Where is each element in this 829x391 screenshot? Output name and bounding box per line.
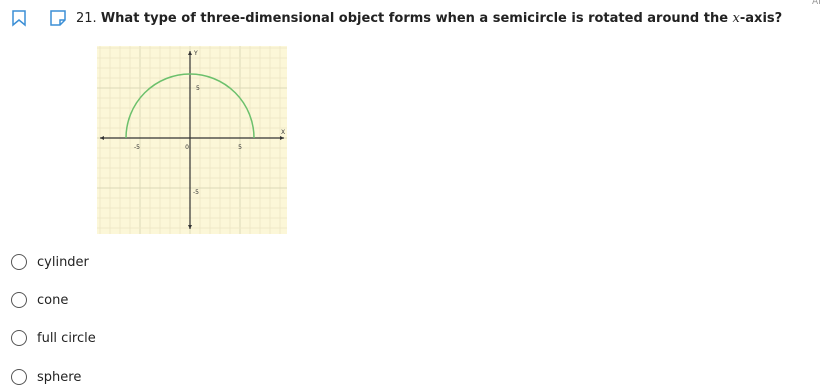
x-tick-label: -5 (134, 144, 140, 151)
question-number: 21. (76, 11, 97, 26)
answer-option[interactable]: cylinder (11, 252, 89, 272)
answer-option[interactable]: full circle (11, 328, 96, 348)
question: 21. What type of three-dimensional objec… (76, 11, 782, 26)
radio-button[interactable] (11, 292, 27, 308)
corner-label: AI (812, 0, 821, 7)
option-label: sphere (37, 369, 82, 385)
option-label: cone (37, 292, 69, 308)
radio-button[interactable] (11, 369, 27, 385)
bookmark-icon[interactable] (10, 9, 28, 27)
y-axis-label: Y (193, 50, 198, 57)
note-icon[interactable] (49, 9, 67, 27)
option-label: cylinder (37, 254, 89, 270)
variable: x (732, 11, 740, 26)
graph-background (97, 46, 287, 234)
question-text: -axis? (739, 11, 783, 26)
radio-button[interactable] (11, 330, 27, 346)
y-tick-label: -5 (193, 189, 199, 196)
answer-option[interactable]: sphere (11, 367, 81, 387)
y-tick-label: 5 (196, 85, 200, 92)
radio-button[interactable] (11, 254, 27, 270)
question-text: What type of three-dimensional object fo… (100, 11, 733, 26)
x-tick-label: 0 (185, 144, 189, 151)
x-tick-label: 5 (238, 144, 242, 151)
answer-option[interactable]: cone (11, 290, 68, 310)
graph: X Y -5 0 5 5 -5 (97, 46, 287, 234)
x-axis-label: X (281, 129, 285, 136)
option-label: full circle (37, 330, 96, 346)
semicircle (125, 73, 255, 139)
